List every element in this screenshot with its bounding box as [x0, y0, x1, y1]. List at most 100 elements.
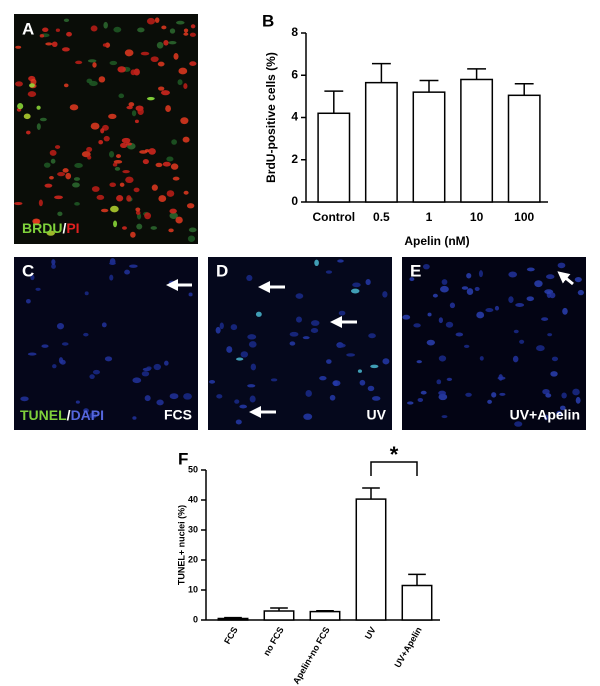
cell	[154, 17, 160, 23]
x-tick-label: UV+Apelin	[392, 625, 423, 669]
cell	[513, 329, 519, 334]
cell	[536, 345, 545, 352]
bar	[355, 498, 387, 621]
cell	[543, 414, 549, 421]
cell	[230, 324, 238, 331]
cell	[289, 331, 299, 337]
cell	[178, 67, 188, 75]
cell	[146, 96, 155, 101]
cell	[332, 380, 341, 387]
cell	[508, 296, 514, 303]
cell	[63, 83, 69, 88]
cell	[562, 307, 568, 315]
cell	[96, 194, 105, 200]
cell	[577, 289, 585, 296]
cell	[134, 119, 139, 124]
cell	[325, 270, 333, 274]
cell	[103, 21, 108, 29]
cell	[87, 155, 92, 160]
cell	[175, 216, 183, 224]
cell	[438, 317, 443, 324]
cell	[122, 170, 130, 174]
cell	[466, 272, 472, 279]
cell	[139, 150, 148, 154]
cell	[39, 117, 47, 122]
cell	[157, 61, 165, 67]
cell	[74, 162, 83, 169]
cell	[136, 223, 143, 230]
cell	[169, 28, 176, 34]
cell	[155, 162, 163, 168]
cell	[171, 139, 177, 145]
cell	[187, 235, 196, 242]
overlay: A BRDU/PI C TUNEL/DAPI FCS D UV E UV+Ape…	[20, 19, 580, 422]
cell	[150, 226, 157, 230]
cell	[572, 388, 580, 396]
cell	[445, 321, 454, 328]
cell	[310, 327, 319, 334]
cell	[83, 332, 89, 337]
stain-label: TUNEL/DAPI	[20, 407, 104, 423]
cell	[478, 270, 483, 278]
cell	[46, 230, 55, 236]
x-tick-label: no FCS	[261, 625, 285, 657]
cell	[146, 366, 152, 370]
cell	[413, 323, 421, 328]
cell	[124, 269, 130, 275]
cell	[346, 353, 356, 357]
cell	[102, 43, 108, 47]
cell	[465, 392, 472, 397]
cell	[461, 286, 469, 290]
cell	[183, 190, 189, 195]
cell	[367, 385, 375, 392]
cell	[75, 60, 83, 65]
bar	[263, 610, 295, 621]
cell	[319, 375, 327, 381]
cell	[491, 392, 497, 398]
cell	[368, 333, 376, 339]
x-tick-label: Control	[312, 210, 355, 224]
cell	[479, 356, 484, 361]
cell	[170, 163, 179, 170]
cell	[43, 162, 51, 168]
cell	[432, 293, 438, 298]
cell	[166, 190, 175, 197]
cell	[63, 18, 70, 22]
cell	[512, 355, 519, 363]
cell	[247, 334, 257, 340]
arrow	[557, 271, 574, 286]
cell	[51, 259, 56, 265]
cell	[226, 346, 233, 353]
cell	[52, 364, 57, 369]
cell	[534, 280, 543, 288]
cell	[215, 326, 221, 334]
cell	[115, 154, 121, 159]
x-tick-label: 10	[470, 210, 484, 224]
cell	[165, 105, 171, 113]
cell	[550, 371, 558, 377]
cell	[98, 76, 106, 83]
cell	[427, 312, 432, 317]
cell	[372, 396, 381, 401]
cell	[133, 187, 140, 193]
y-tick-label: 8	[291, 25, 298, 39]
cell	[526, 267, 535, 272]
cell	[177, 79, 183, 86]
cell	[62, 47, 70, 52]
x-tick-label: FCS	[222, 625, 240, 646]
cell	[466, 288, 474, 295]
cell	[441, 279, 448, 285]
cell	[142, 158, 149, 165]
cell	[551, 356, 559, 362]
cell	[108, 113, 117, 119]
cell	[180, 117, 189, 125]
cell	[209, 379, 216, 384]
cell	[508, 271, 518, 278]
cell	[455, 332, 464, 337]
cell	[55, 28, 61, 32]
cell	[135, 207, 141, 212]
cell	[234, 399, 240, 404]
cell	[561, 392, 567, 399]
cell	[137, 27, 145, 33]
cell	[57, 211, 63, 217]
